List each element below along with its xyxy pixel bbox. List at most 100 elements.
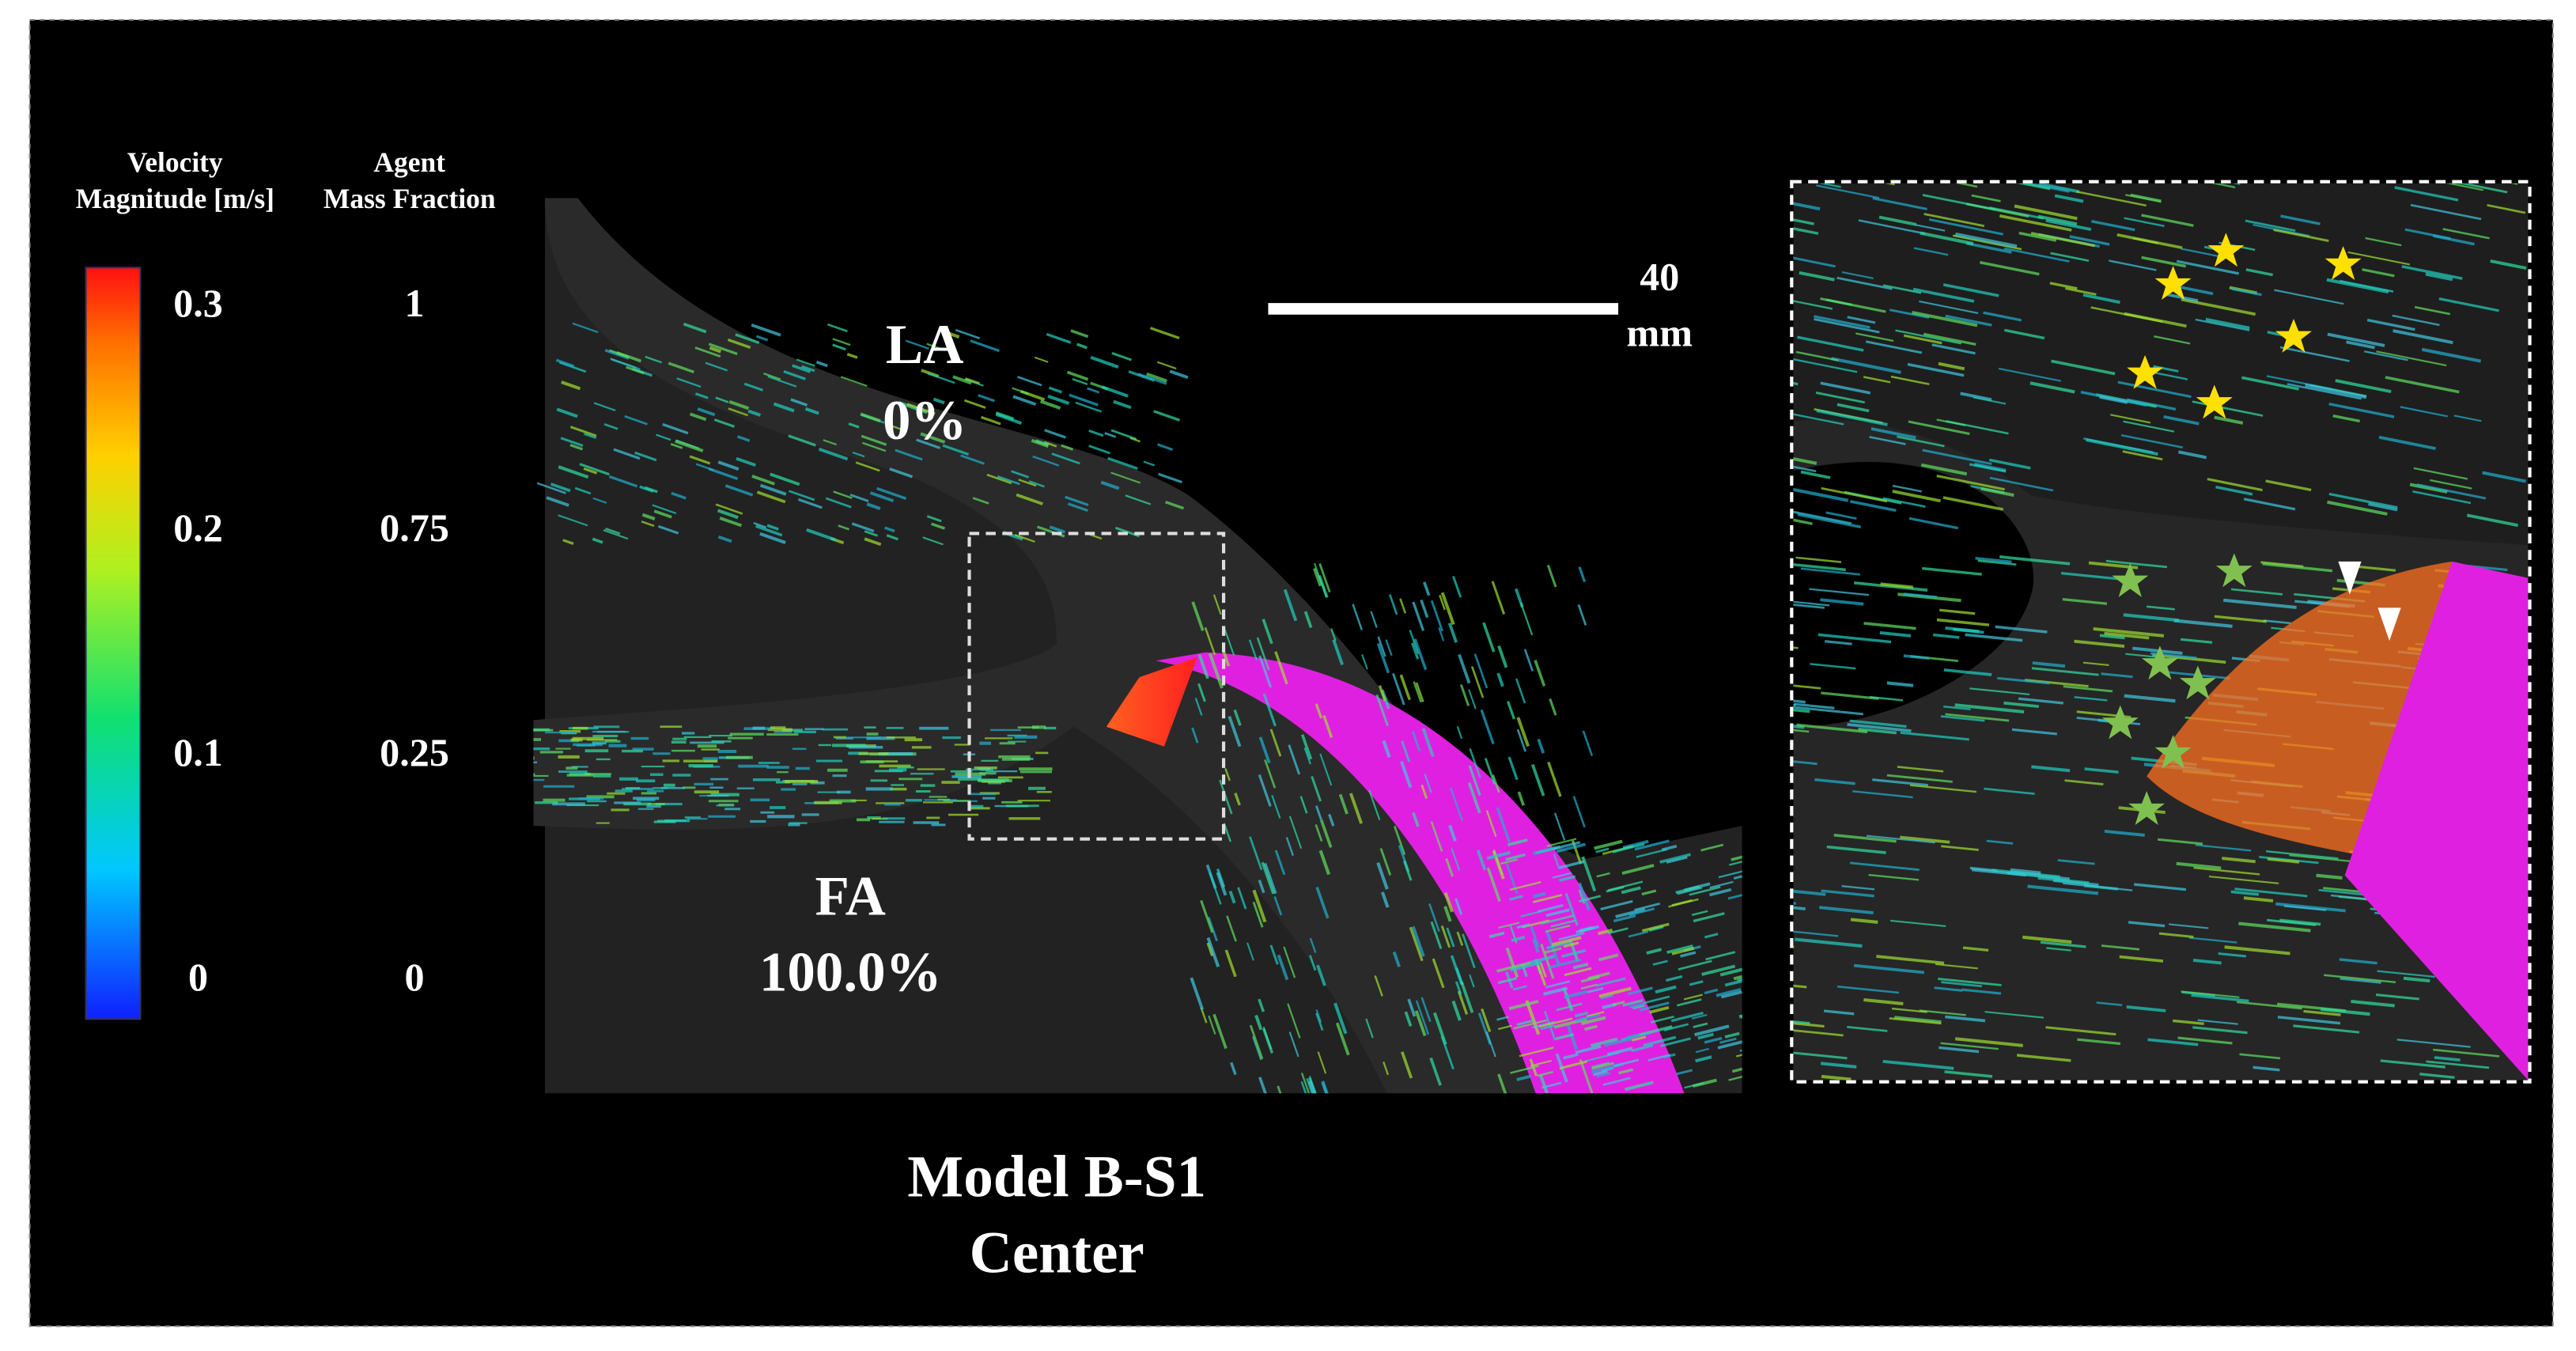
flow-line xyxy=(2173,619,2233,628)
flow-line xyxy=(1300,734,1313,760)
flow-line xyxy=(1388,594,1398,615)
flow-line xyxy=(2181,990,2240,998)
flow-line xyxy=(2413,467,2468,480)
flow-line xyxy=(2176,259,2239,275)
flow-line xyxy=(952,375,972,385)
flow-line xyxy=(1678,959,1712,971)
flow-line xyxy=(1230,1062,1237,1076)
flow-line xyxy=(978,394,995,403)
flow-line xyxy=(1262,619,1273,645)
flow-line xyxy=(1469,747,1481,778)
flow-line xyxy=(2049,282,2078,290)
flow-line xyxy=(1467,782,1481,814)
flow-line xyxy=(1249,836,1263,870)
flow-line xyxy=(864,537,882,547)
flow-line xyxy=(1031,438,1050,448)
flow-line xyxy=(1868,873,1920,881)
flow-line xyxy=(1847,722,1912,732)
flow-line xyxy=(1625,1080,1654,1092)
flow-line xyxy=(1428,903,1440,933)
flow-line xyxy=(1988,458,2031,470)
flow-line xyxy=(1480,709,1495,745)
flow-line xyxy=(1863,622,1916,630)
flow-line xyxy=(1882,284,1922,294)
flow-line xyxy=(1555,1033,1575,1041)
flow-line xyxy=(1886,681,1914,687)
flow-line xyxy=(1322,714,1333,739)
flow-line xyxy=(1671,947,1695,956)
flow-line xyxy=(1194,698,1203,716)
inset-view xyxy=(1793,183,2529,1080)
flow-line xyxy=(1283,946,1296,978)
flow-line xyxy=(1709,880,1734,889)
flow-line xyxy=(1818,906,1874,914)
tick-label: 0.2 xyxy=(173,505,223,550)
flow-line xyxy=(1556,842,1586,853)
flow-line xyxy=(1516,922,1530,929)
flow-line xyxy=(1088,445,1110,455)
flow-line xyxy=(1895,329,1962,345)
flow-line xyxy=(1946,420,2009,435)
flow-line xyxy=(1488,931,1505,939)
flow-line xyxy=(1735,1054,1742,1058)
flow-line xyxy=(735,333,760,345)
flow-line xyxy=(1797,513,1862,529)
flow-line xyxy=(2393,329,2453,345)
flow-line xyxy=(1212,594,1222,615)
flow-line xyxy=(986,473,1012,485)
flow-line xyxy=(2124,694,2176,703)
flow-line xyxy=(1892,484,1923,493)
flow-line xyxy=(2123,613,2180,623)
flow-line xyxy=(1277,954,1289,981)
flow-line xyxy=(694,346,721,358)
flow-line xyxy=(1313,562,1327,597)
flow-line xyxy=(1412,812,1420,827)
flow-line xyxy=(895,448,923,461)
flow-line xyxy=(1826,845,1886,854)
flow-line xyxy=(1880,582,1913,589)
flow-line xyxy=(1900,731,1969,741)
flow-line xyxy=(1314,703,1323,719)
flow-line xyxy=(2243,498,2296,511)
flow-line xyxy=(1507,838,1528,846)
flow-line xyxy=(1204,626,1216,656)
flow-line xyxy=(2410,203,2482,221)
flow-line xyxy=(2004,328,2045,340)
flow-line xyxy=(2265,850,2339,860)
flow-line xyxy=(804,407,819,415)
flow-line xyxy=(1546,940,1572,950)
flow-line xyxy=(1793,518,1813,525)
flow-line xyxy=(1903,654,1930,660)
flow-line xyxy=(1269,728,1282,757)
flow-line xyxy=(2126,1005,2166,1012)
flow-line xyxy=(1149,327,1180,339)
flow-line xyxy=(1841,271,1874,280)
flow-line xyxy=(1600,994,1613,1000)
flow-line xyxy=(2014,204,2078,221)
flow-line xyxy=(1414,1010,1427,1037)
flow-line xyxy=(562,539,574,545)
flow-line xyxy=(1110,429,1137,441)
flow-line xyxy=(1443,891,1454,913)
flow-line xyxy=(1207,917,1219,942)
agent-region xyxy=(2344,561,2529,1080)
flow-line xyxy=(759,483,787,496)
flow-line xyxy=(1319,819,1333,848)
flow-line xyxy=(1891,1007,1927,1013)
flow-line xyxy=(728,399,750,411)
flow-line xyxy=(652,504,677,515)
flow-line xyxy=(1446,927,1455,948)
flow-line xyxy=(1793,708,1810,713)
flow-line xyxy=(2442,228,2490,240)
flow-line xyxy=(2339,958,2377,965)
flow-line xyxy=(2347,251,2411,266)
flow-line xyxy=(1606,1046,1633,1057)
flow-line xyxy=(1208,1015,1216,1035)
flow-line xyxy=(2010,868,2041,875)
flow-line xyxy=(1704,933,1719,939)
flow-line xyxy=(1258,880,1265,894)
flow-line xyxy=(1793,218,1814,225)
flow-line xyxy=(1872,778,1928,787)
flow-line xyxy=(1693,1022,1708,1028)
flow-line xyxy=(1831,357,1901,374)
